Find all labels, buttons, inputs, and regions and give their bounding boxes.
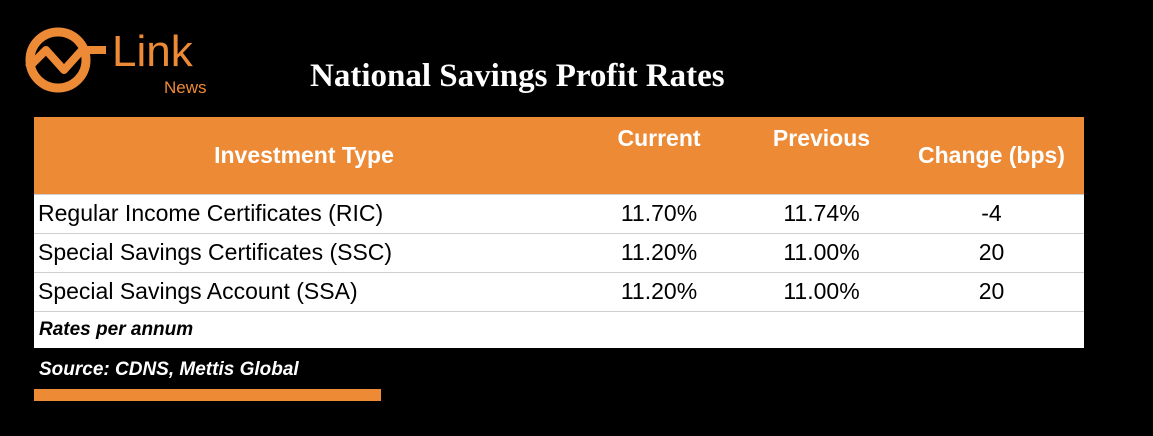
header-cell-current: Current [574,117,744,194]
cell-previous: 11.00% [744,271,899,311]
source-underline-bar [34,389,381,401]
header-cell-previous: Previous [744,117,899,194]
cell-current: 11.20% [574,232,744,272]
table-row: Special Savings Certificates (SSC) 11.20… [34,232,1084,272]
cell-current: 11.70% [574,193,744,233]
cell-change: 20 [899,271,1084,311]
header-cell-investment-type: Investment Type [34,117,574,194]
brand-logo: Link News [24,20,224,100]
table-row: Regular Income Certificates (RIC) 11.70%… [34,193,1084,233]
page-title: National Savings Profit Rates [310,58,725,94]
header-row: Investment Type Current Previous Change … [34,117,1084,194]
table-row: Special Savings Account (SSA) 11.20% 11.… [34,271,1084,311]
cell-investment-type: Special Savings Certificates (SSC) [34,232,574,272]
brand-name: Link [112,27,193,76]
rates-note: Rates per annum [34,310,1084,348]
brand-sub: News [164,78,207,97]
note-row: Rates per annum [34,310,1084,348]
cell-investment-type: Regular Income Certificates (RIC) [34,193,574,233]
cell-investment-type: Special Savings Account (SSA) [34,271,574,311]
cell-previous: 11.74% [744,193,899,233]
cell-change: 20 [899,232,1084,272]
source-text: Source: CDNS, Mettis Global [39,359,299,380]
cell-change: -4 [899,193,1084,233]
cell-previous: 11.00% [744,232,899,272]
header-cell-change: Change (bps) [899,117,1084,194]
chart-line-logo-icon [25,27,106,93]
rates-table: Investment Type Current Previous Change … [34,117,1084,348]
cell-current: 11.20% [574,271,744,311]
